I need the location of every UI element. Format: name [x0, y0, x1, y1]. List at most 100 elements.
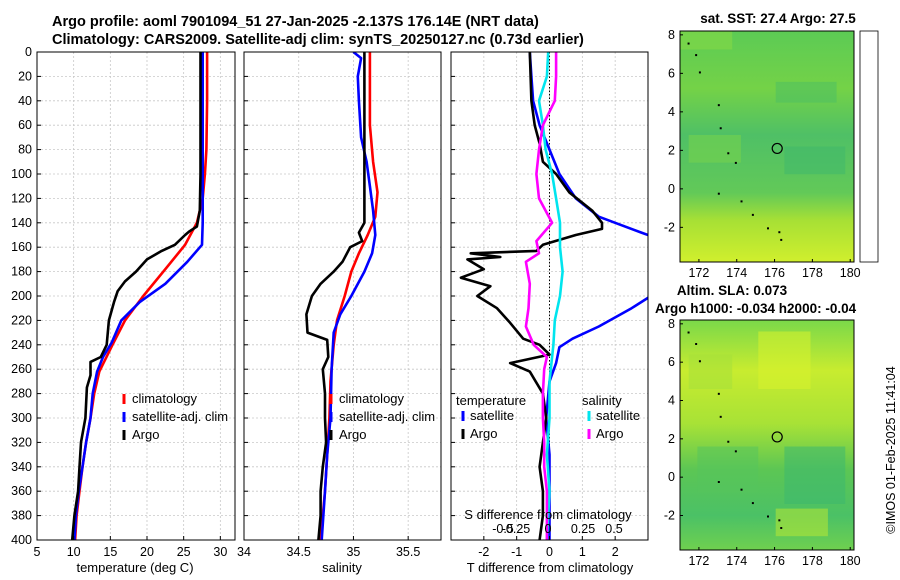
island-marker [727, 440, 730, 443]
y-tick-label: 400 [11, 533, 32, 547]
x-tick-label: -2 [478, 545, 489, 559]
s-tick-label: -0.25 [502, 522, 531, 536]
t-diff-xlabel: T difference from climatology [467, 560, 634, 575]
y-tick-label: 280 [11, 387, 32, 401]
map-x-tick-label: 178 [802, 266, 823, 280]
s-tick-label: 0 [545, 522, 552, 536]
island-marker [751, 502, 754, 505]
x-tick-label: 25 [177, 545, 191, 559]
island-marker [734, 161, 737, 164]
map-y-tick-label: 4 [668, 394, 675, 408]
x-tick-label: 35 [346, 545, 360, 559]
y-tick-label: 60 [18, 118, 32, 132]
sst-map-title: sat. SST: 27.4 Argo: 27.5 [700, 11, 856, 26]
map-x-tick-label: 172 [688, 554, 709, 568]
sla-map-subtitle: Argo h1000: -0.034 h2000: -0.04 [655, 301, 857, 316]
y-tick-label: 140 [11, 216, 32, 230]
y-tick-label: 20 [18, 69, 32, 83]
figure-title-line2: Climatology: CARS2009. Satellite-adj cli… [52, 32, 584, 48]
island-marker [780, 238, 783, 241]
map-y-tick-label: 8 [668, 28, 675, 42]
map-frame [679, 319, 855, 551]
island-marker [780, 527, 783, 529]
legend-label: satellite [596, 408, 640, 423]
figure-title-line1: Argo profile: aoml 7901094_51 27-Jan-202… [52, 14, 539, 30]
map-y-tick-label: 8 [668, 317, 675, 331]
s-diff-xlabel: S difference from climatology [464, 507, 632, 522]
map-y-tick-label: 2 [668, 432, 675, 446]
map-y-tick-label: 0 [668, 182, 675, 196]
series-line-s-argo [524, 52, 558, 540]
map-y-tick-label: -2 [664, 509, 675, 523]
island-marker [767, 227, 769, 230]
island-marker [767, 515, 769, 518]
series-line-satellite-adj-clim [73, 52, 204, 540]
legend-label: satellite-adj. clim [132, 409, 228, 424]
map-x-tick-label: 180 [840, 266, 861, 280]
sla-map-panel: 172 174 176 178 180 -2 0 2 4 6 8 [664, 317, 861, 568]
x-tick-label: 34.5 [287, 545, 311, 559]
map-y-tick-label: 0 [668, 470, 675, 484]
s-tick-label: 0.25 [571, 522, 595, 536]
legend-label: climatology [339, 391, 405, 406]
series-line-s-satellite [537, 52, 564, 540]
y-tick-label: 260 [11, 362, 32, 376]
legend-label: satellite [470, 408, 514, 423]
y-tick-label: 180 [11, 265, 32, 279]
map-patch [688, 354, 733, 389]
y-tick-label: 340 [11, 460, 32, 474]
y-tick-label: 40 [18, 94, 32, 108]
island-marker [734, 450, 737, 453]
legend-label: Argo [470, 426, 497, 441]
y-tick-label: 160 [11, 240, 32, 254]
y-tick-label: 200 [11, 289, 32, 303]
island-marker [751, 213, 754, 216]
island-marker [717, 104, 720, 107]
legend-label: Argo [339, 427, 366, 442]
island-marker [717, 192, 720, 195]
x-tick-label: 0 [546, 545, 553, 559]
island-marker [717, 392, 720, 395]
salinity-xlabel: salinity [322, 560, 362, 575]
x-tick-label: 5 [34, 545, 41, 559]
island-marker [695, 343, 698, 345]
map-patch [784, 146, 846, 175]
island-marker [778, 519, 781, 522]
series-group [70, 52, 209, 540]
y-tick-label: 220 [11, 313, 32, 327]
legend-label: satellite-adj. clim [339, 409, 435, 424]
x-tick-label: 15 [103, 545, 117, 559]
map-y-tick-label: 2 [668, 143, 675, 157]
y-tick-label: 300 [11, 411, 32, 425]
argo-position-marker [771, 431, 783, 443]
imos-credit: ©IMOS 01-Feb-2025 11:41:04 [884, 366, 898, 533]
map-y-tick-label: 6 [668, 66, 675, 80]
series-line-argo [305, 52, 366, 540]
island-marker [717, 481, 720, 483]
salinity-panel: 34 34.5 35 35.5 climatology satellite-adj. cl… [237, 51, 442, 559]
sst-map-panel: 172 174 176 178 180 -2 0 2 4 6 8 [664, 28, 879, 280]
y-tick-label: 0 [25, 45, 32, 59]
map-x-tick-label: 180 [840, 554, 861, 568]
map-y-tick-label: 6 [668, 355, 675, 369]
map-patch [697, 446, 759, 493]
island-marker [698, 360, 701, 363]
map-y-tick-label: -2 [664, 220, 675, 234]
y-tick-label: 100 [11, 167, 32, 181]
temperature-xlabel: temperature (deg C) [76, 560, 193, 575]
map-x-tick-label: 174 [726, 554, 747, 568]
map-patch [784, 446, 846, 504]
x-tick-label: 10 [67, 545, 81, 559]
legend-label: Argo [132, 427, 159, 442]
map-frame [679, 30, 855, 263]
island-marker [698, 71, 701, 74]
island-marker [778, 231, 781, 234]
y-tick-label: 380 [11, 509, 32, 523]
map-x-tick-label: 176 [764, 266, 785, 280]
island-marker [719, 415, 722, 418]
map-patch [680, 31, 733, 50]
x-tick-label: 1 [579, 545, 586, 559]
island-marker [687, 331, 690, 334]
